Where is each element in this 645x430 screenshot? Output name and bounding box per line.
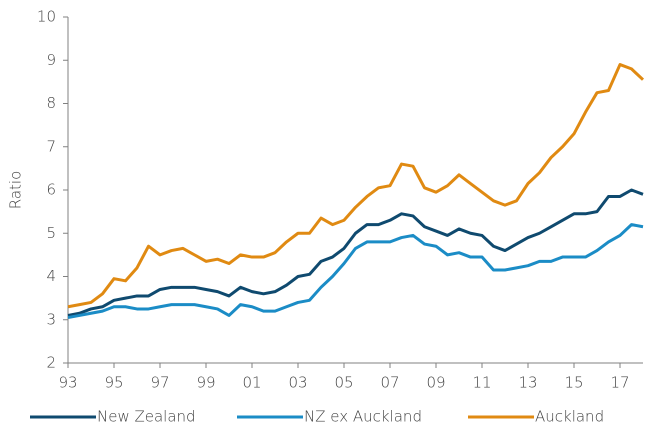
- y-tick-label: 2: [46, 354, 56, 372]
- x-tick-label: 95: [104, 374, 123, 392]
- x-tick-label: 11: [472, 374, 491, 392]
- x-tick-label: 01: [242, 374, 261, 392]
- series-line: [67, 188, 644, 317]
- legend-label: Auckland: [535, 408, 604, 426]
- y-tick-label: 9: [46, 51, 56, 69]
- y-tick-label: 4: [46, 267, 56, 285]
- legend-label: New Zealand: [97, 408, 196, 426]
- x-tick-label: 97: [150, 374, 169, 392]
- x-tick-label: 99: [196, 374, 215, 392]
- y-tick-label: 6: [46, 181, 56, 199]
- y-tick-label: 5: [46, 224, 56, 242]
- series-line: [67, 223, 644, 320]
- x-tick-label: 93: [58, 374, 77, 392]
- x-tick-label: 13: [518, 374, 537, 392]
- x-tick-label: 17: [610, 374, 629, 392]
- x-tick-label: 09: [426, 374, 445, 392]
- x-tick-label: 15: [564, 374, 583, 392]
- series-line: [67, 63, 645, 309]
- y-tick-label: 7: [46, 137, 56, 155]
- y-tick-label: 10: [37, 8, 56, 26]
- legend-label: NZ ex Auckland: [304, 408, 422, 426]
- x-tick-label: 07: [380, 374, 399, 392]
- y-tick-label: 8: [46, 94, 56, 112]
- y-tick-label: 3: [46, 310, 56, 328]
- x-tick-label: 03: [288, 374, 307, 392]
- x-tick-label: 05: [334, 374, 353, 392]
- y-axis-label: Ratio: [7, 171, 25, 210]
